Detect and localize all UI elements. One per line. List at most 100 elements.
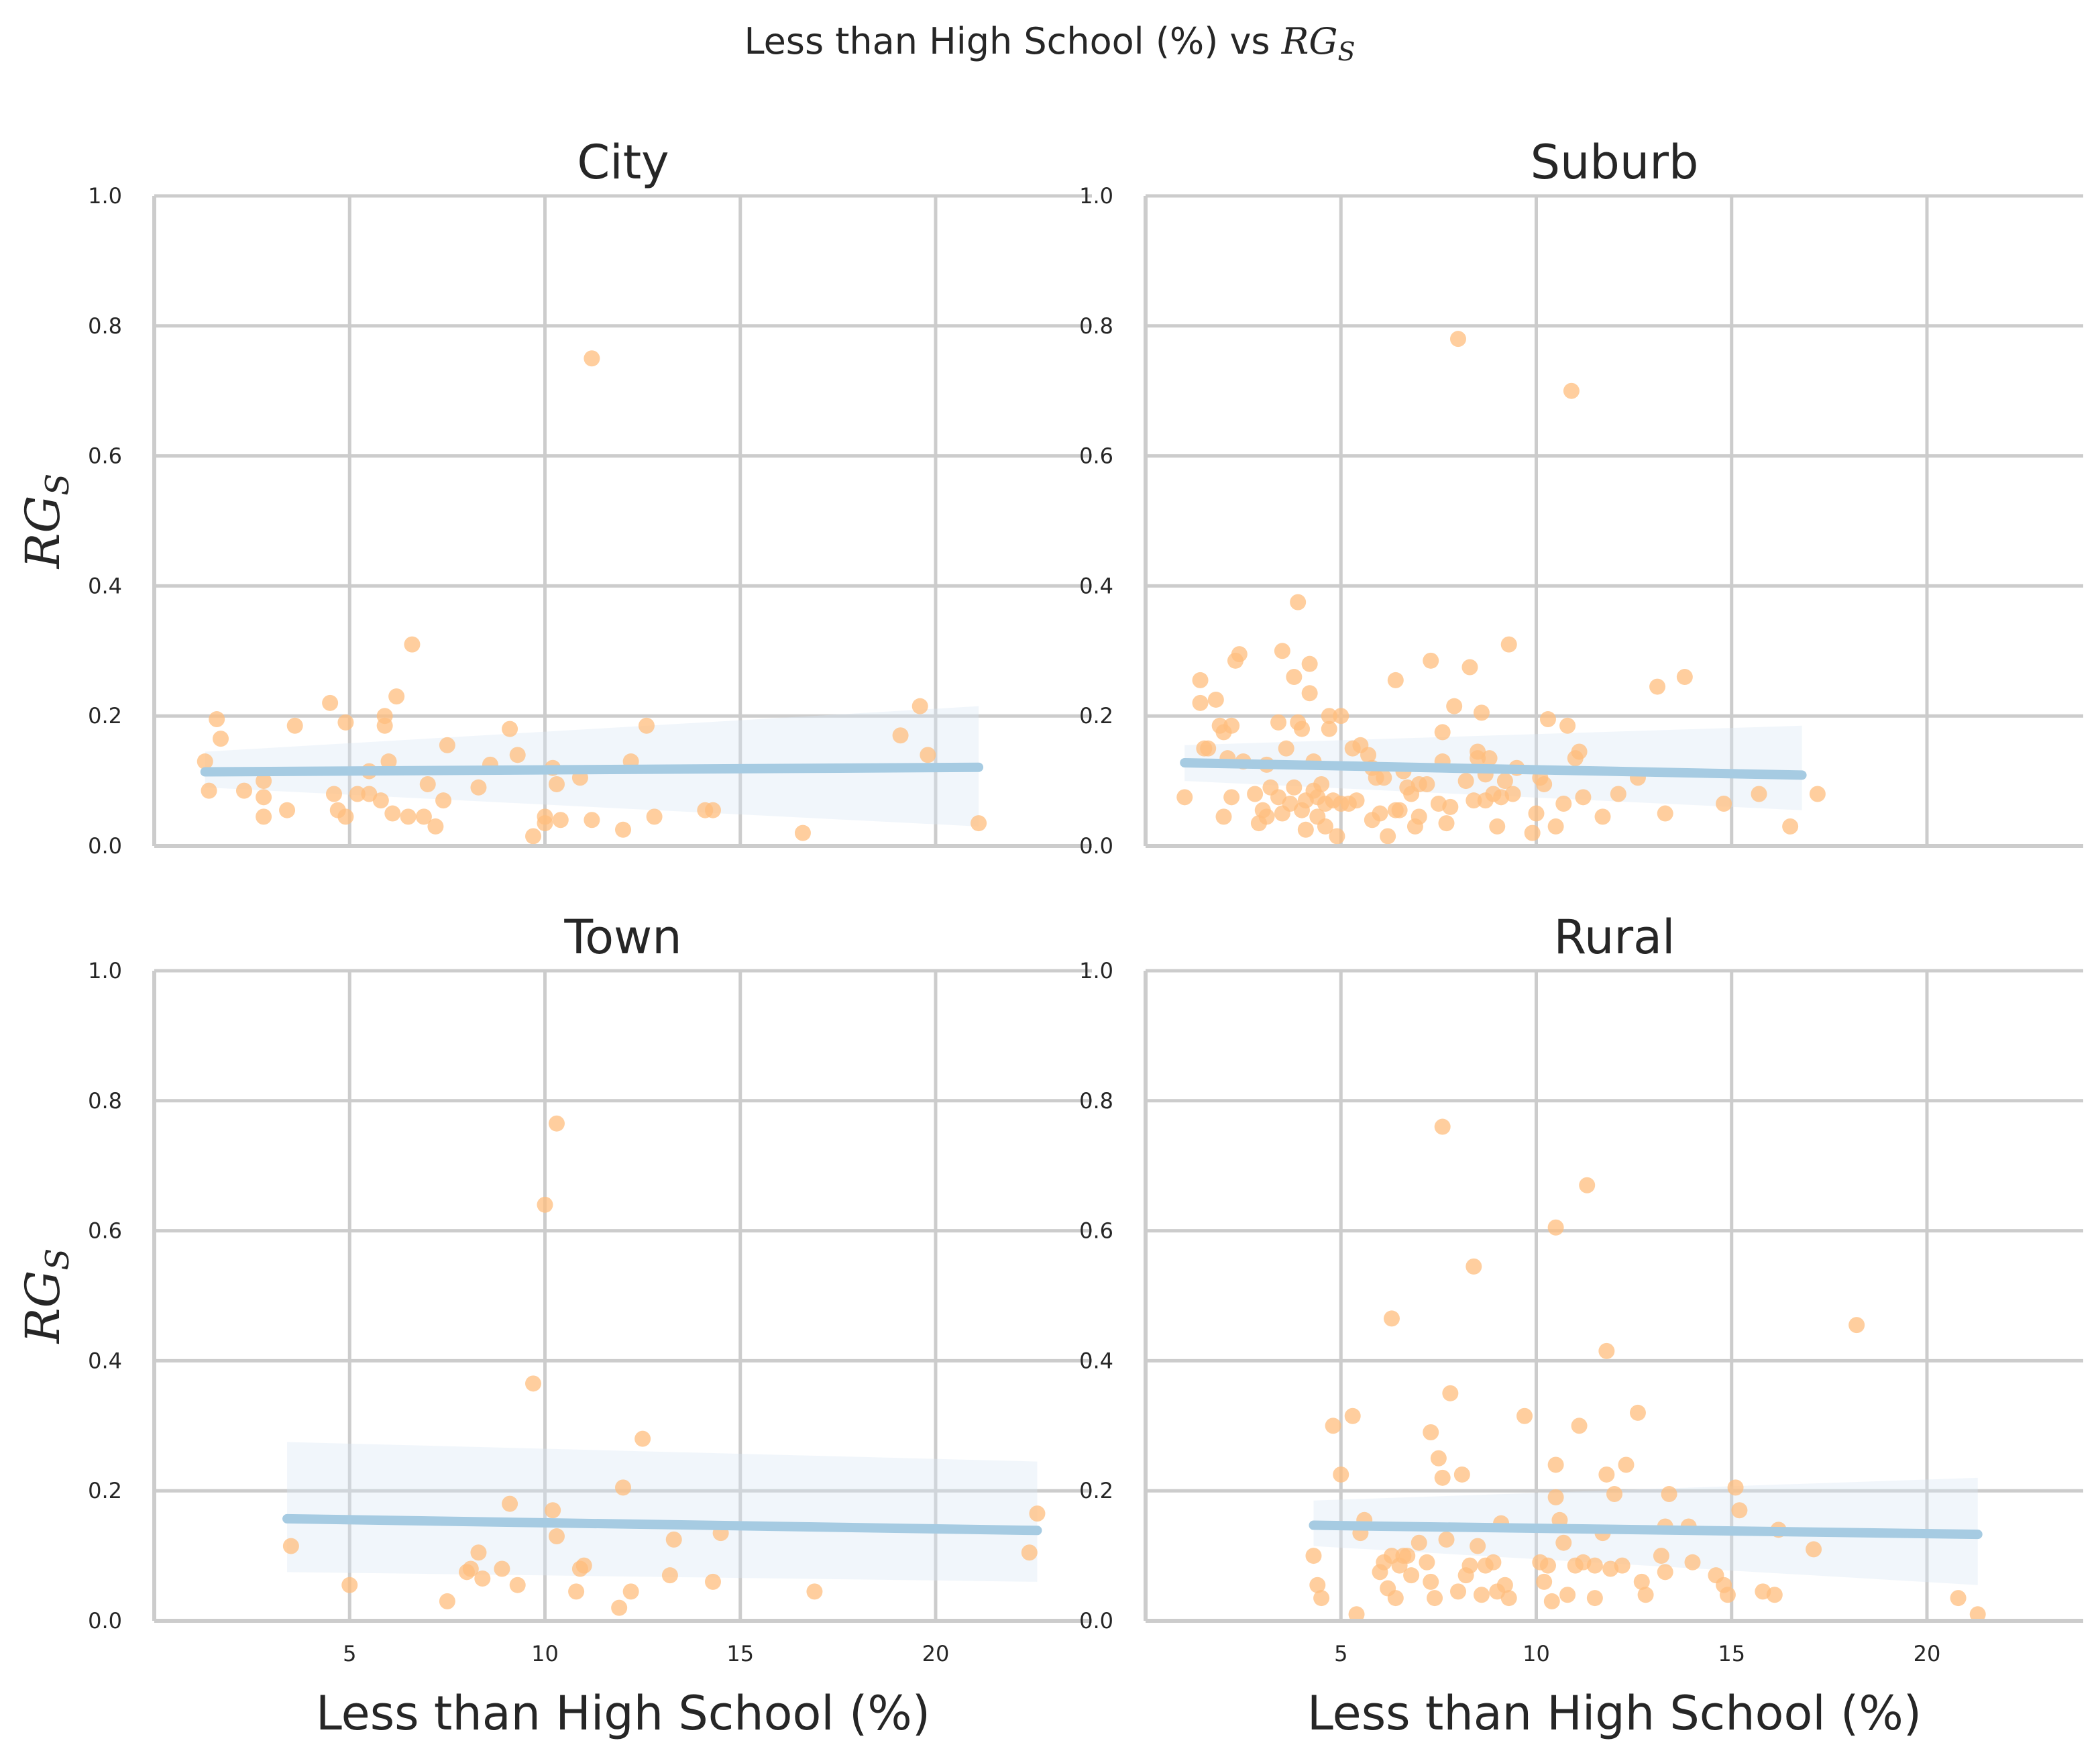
data-point: [548, 776, 565, 792]
data-point: [1387, 1590, 1404, 1607]
data-point: [1637, 1587, 1654, 1603]
data-point: [474, 1570, 491, 1587]
data-point: [470, 1544, 487, 1561]
data-point: [256, 789, 272, 806]
panels-group: 0.00.20.40.60.81.0CityRGS0.00.20.40.60.8…: [15, 135, 2083, 1741]
data-point: [1438, 815, 1455, 832]
y-tick-label: 0.2: [1079, 1478, 1113, 1503]
data-point: [1473, 704, 1490, 721]
data-point: [1411, 1534, 1427, 1551]
regression-line: [1309, 1520, 1983, 1540]
data-point: [341, 1577, 358, 1593]
data-point: [1466, 1258, 1482, 1275]
data-point: [1270, 714, 1287, 731]
y-tick-label: 0.4: [1079, 1348, 1113, 1373]
data-point: [911, 698, 928, 714]
data-point: [1684, 1554, 1701, 1570]
data-point: [1461, 659, 1478, 676]
data-point: [509, 1577, 526, 1593]
data-point: [322, 694, 339, 711]
y-tick-label: 0.0: [1079, 833, 1113, 859]
scatter-points: [282, 1115, 1046, 1616]
data-point: [1297, 821, 1314, 838]
data-point: [1387, 672, 1404, 688]
data-point: [1481, 750, 1498, 767]
data-point: [1282, 796, 1298, 812]
data-point: [1430, 1450, 1447, 1467]
data-point: [1610, 786, 1626, 802]
panel-title: Suburb: [1531, 135, 1699, 190]
data-point: [427, 818, 444, 835]
y-tick-label: 0.0: [88, 833, 122, 859]
data-point: [502, 1495, 518, 1512]
data-point: [1766, 1587, 1783, 1603]
data-point: [1453, 1466, 1470, 1483]
data-point: [349, 786, 366, 802]
data-point: [1466, 792, 1482, 809]
panel-city: 0.0 0.2 0.4 0.6 0.8 1.0 City RGS: [15, 135, 1092, 859]
data-point: [419, 776, 436, 792]
data-point: [1653, 1548, 1669, 1564]
data-point: [575, 1557, 592, 1574]
data-point: [548, 1115, 565, 1132]
data-point: [1618, 1456, 1635, 1473]
data-point: [548, 1528, 565, 1545]
panel-suburb: 0.0 0.2 0.4 0.6 0.8 1.0 Suburb: [1079, 135, 2083, 859]
data-point: [622, 1583, 639, 1600]
data-point: [1442, 798, 1459, 815]
data-point: [1344, 1407, 1361, 1424]
regression-line: [200, 762, 984, 777]
data-point: [415, 808, 432, 825]
data-point: [1391, 802, 1408, 818]
data-point: [1200, 740, 1217, 757]
data-point: [502, 721, 518, 737]
x-tick-label: 20: [1914, 1641, 1941, 1666]
data-point: [1559, 1587, 1576, 1603]
data-point: [704, 802, 721, 818]
y-tick-label: 0.4: [88, 573, 122, 598]
data-point: [525, 828, 542, 845]
data-point: [1559, 717, 1576, 734]
data-point: [1657, 1564, 1673, 1581]
data-point: [584, 350, 600, 367]
data-point: [584, 812, 600, 829]
data-point: [1215, 808, 1232, 825]
y-axis-label: RGS: [15, 1248, 76, 1345]
data-point: [235, 782, 252, 799]
data-point: [1500, 636, 1517, 653]
data-point: [376, 717, 393, 734]
data-point: [634, 1430, 651, 1447]
data-point: [380, 753, 397, 770]
data-point: [1286, 669, 1303, 686]
data-point: [638, 717, 655, 734]
data-point: [545, 1502, 561, 1519]
data-point: [1751, 786, 1767, 802]
data-point: [568, 1583, 585, 1600]
x-axis-label: Less than High School (%): [316, 1686, 930, 1741]
data-point: [256, 773, 272, 790]
data-point: [462, 1560, 479, 1577]
data-point: [1782, 818, 1799, 835]
y-tick-label: 0.6: [1079, 443, 1113, 469]
data-point: [1727, 1479, 1744, 1496]
data-point: [646, 808, 663, 825]
y-tick-label: 0.4: [1079, 573, 1113, 598]
data-point: [286, 717, 303, 734]
data-point: [384, 805, 401, 822]
figure-title-subscript: S: [1338, 37, 1356, 66]
data-point: [1594, 808, 1611, 825]
data-point: [1716, 796, 1732, 812]
data-point: [1333, 1466, 1349, 1483]
data-point: [1309, 1577, 1326, 1593]
data-point: [537, 815, 553, 832]
data-point: [435, 792, 452, 809]
y-tick-label: 1.0: [88, 183, 122, 209]
data-point: [1473, 1587, 1490, 1603]
data-point: [1536, 776, 1553, 792]
x-tick-label: 15: [726, 1641, 754, 1666]
x-axis-label: Less than High School (%): [1307, 1686, 1922, 1741]
data-point: [439, 737, 455, 753]
data-point: [1806, 1541, 1822, 1558]
data-point: [1313, 776, 1330, 792]
